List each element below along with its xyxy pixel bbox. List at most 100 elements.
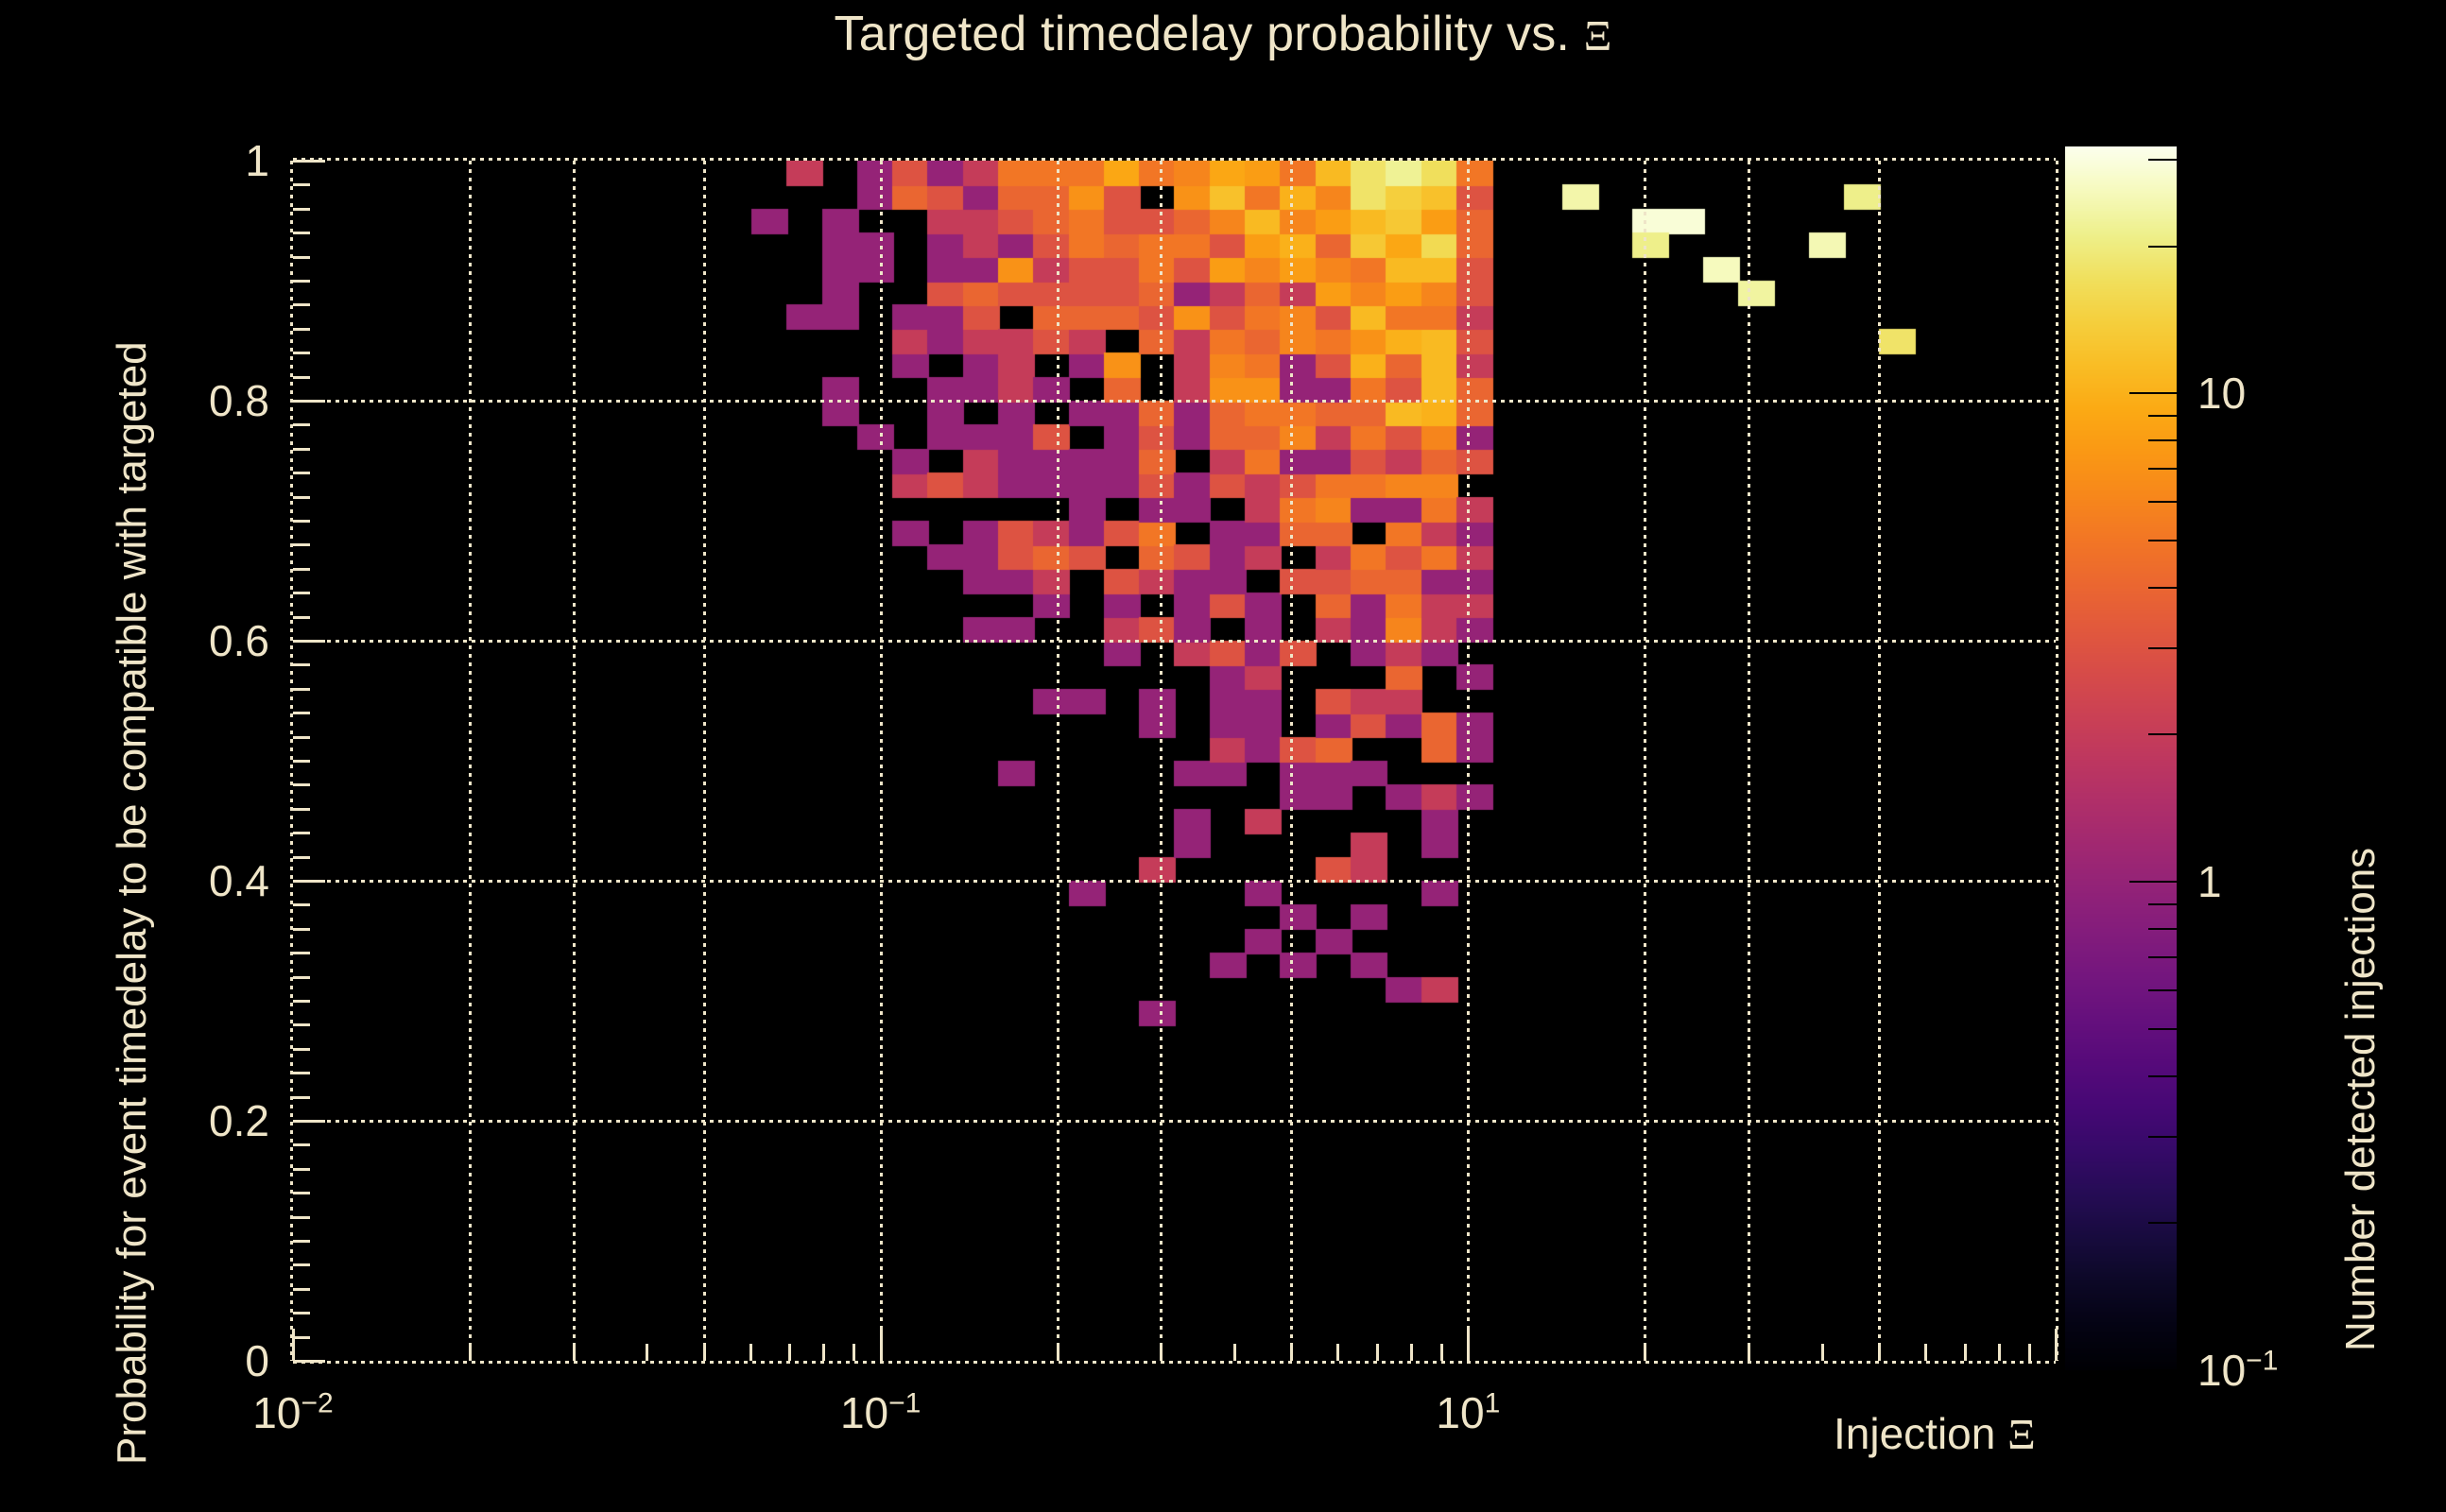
- y-minor-tick: [293, 1263, 310, 1267]
- gridline-vertical: [1160, 161, 1163, 1361]
- y-minor-tick: [293, 592, 310, 595]
- x-minor-tick: [1747, 1344, 1750, 1361]
- gridline-vertical: [1877, 161, 1881, 1361]
- gridline-horizontal: [293, 400, 2056, 403]
- y-minor-tick: [293, 1000, 310, 1003]
- x-minor-tick: [1820, 1344, 1824, 1361]
- x-minor-tick: [1877, 1344, 1881, 1361]
- x-minor-tick: [1997, 1344, 2001, 1361]
- y-minor-tick: [293, 615, 310, 619]
- x-minor-tick: [646, 1344, 649, 1361]
- colorbar-title: Number detected injections: [2337, 847, 2384, 1351]
- y-major-tick: [293, 880, 325, 883]
- y-minor-tick: [293, 232, 310, 235]
- gridline-vertical: [1056, 161, 1059, 1361]
- x-minor-tick: [1376, 1344, 1380, 1361]
- colorbar-minor-tick: [2148, 902, 2177, 905]
- y-minor-tick: [293, 423, 310, 427]
- y-minor-tick: [293, 543, 310, 547]
- x-minor-tick: [822, 1344, 826, 1361]
- y-minor-tick: [293, 183, 310, 187]
- x-minor-tick: [2027, 1344, 2031, 1361]
- colorbar-major-tick: [2129, 392, 2177, 395]
- y-minor-tick: [293, 807, 310, 811]
- y-minor-tick: [293, 303, 310, 307]
- colorbar-minor-tick: [2148, 468, 2177, 471]
- y-minor-tick: [293, 1167, 310, 1171]
- y-minor-tick: [293, 352, 310, 355]
- gridline-vertical: [879, 161, 883, 1361]
- gridline-horizontal: [293, 880, 2056, 883]
- colorbar-minor-tick: [2148, 1074, 2177, 1077]
- x-major-tick: [2055, 1329, 2058, 1361]
- y-minor-tick: [293, 663, 310, 667]
- y-minor-tick: [293, 952, 310, 955]
- y-minor-tick: [293, 760, 310, 763]
- x-minor-tick: [853, 1344, 856, 1361]
- y-minor-tick: [293, 783, 310, 787]
- x-minor-tick: [702, 1344, 706, 1361]
- x-major-tick: [1467, 1329, 1471, 1361]
- y-minor-tick: [293, 1095, 310, 1099]
- y-minor-tick: [293, 832, 310, 835]
- gridline-vertical: [1747, 161, 1750, 1361]
- colorbar-minor-tick: [2148, 1136, 2177, 1139]
- x-minor-tick: [1963, 1344, 1967, 1361]
- y-minor-tick: [293, 1143, 310, 1147]
- y-minor-tick: [293, 280, 310, 283]
- gridline-horizontal: [293, 1120, 2056, 1123]
- x-major-tick: [879, 1329, 883, 1361]
- colorbar-tick-label: 1: [2197, 857, 2222, 907]
- gridline-vertical: [1467, 161, 1471, 1361]
- colorbar-tick-label: 10−1: [2197, 1345, 2279, 1395]
- colorbar: [2065, 146, 2177, 1370]
- x-minor-tick: [749, 1344, 752, 1361]
- y-major-tick: [293, 400, 325, 403]
- y-minor-tick: [293, 687, 310, 691]
- colorbar-minor-tick: [2148, 439, 2177, 442]
- colorbar-minor-tick: [2148, 539, 2177, 541]
- y-minor-tick: [293, 735, 310, 739]
- gridline-vertical: [1290, 161, 1294, 1361]
- y-tick-label: 0.4: [209, 856, 269, 905]
- y-tick-label: 0: [245, 1336, 269, 1385]
- x-minor-tick: [1160, 1344, 1163, 1361]
- y-major-tick: [293, 1120, 325, 1123]
- y-minor-tick: [293, 1192, 310, 1195]
- gridline-vertical: [1644, 161, 1647, 1361]
- y-tick-label: 0.8: [209, 376, 269, 425]
- y-axis-title: Probability for event timedelay to be co…: [109, 341, 155, 1465]
- x-minor-tick: [1056, 1344, 1059, 1361]
- y-minor-tick: [293, 255, 310, 259]
- colorbar-minor-tick: [2148, 159, 2177, 162]
- y-tick-label: 1: [245, 136, 269, 185]
- gridline-vertical: [702, 161, 706, 1361]
- y-minor-tick: [293, 927, 310, 931]
- colorbar-minor-tick: [2148, 1027, 2177, 1030]
- x-minor-tick: [1232, 1344, 1236, 1361]
- y-major-tick: [293, 640, 325, 643]
- y-major-tick: [293, 160, 325, 163]
- x-minor-tick: [469, 1344, 473, 1361]
- colorbar-minor-tick: [2148, 647, 2177, 650]
- y-minor-tick: [293, 1312, 310, 1315]
- colorbar-minor-tick: [2148, 988, 2177, 991]
- axis-bottom: [293, 1361, 2056, 1364]
- colorbar-minor-tick: [2148, 414, 2177, 417]
- colorbar-minor-tick: [2148, 500, 2177, 503]
- x-minor-tick: [1924, 1344, 1928, 1361]
- colorbar-minor-tick: [2148, 733, 2177, 736]
- colorbar-major-tick: [2129, 1369, 2177, 1371]
- x-tick-label: 101: [1436, 1387, 1501, 1437]
- plot-title: Targeted timedelay probability vs. Ξ: [0, 6, 2446, 62]
- plot-title-symbol: Ξ: [1583, 11, 1612, 60]
- x-minor-tick: [1290, 1344, 1294, 1361]
- y-minor-tick: [293, 712, 310, 715]
- y-minor-tick: [293, 1215, 310, 1219]
- gridline-horizontal: [293, 640, 2056, 643]
- plot-title-text: Targeted timedelay probability vs.: [834, 7, 1584, 61]
- y-minor-tick: [293, 207, 310, 211]
- y-minor-tick: [293, 327, 310, 331]
- colorbar-minor-tick: [2148, 1222, 2177, 1225]
